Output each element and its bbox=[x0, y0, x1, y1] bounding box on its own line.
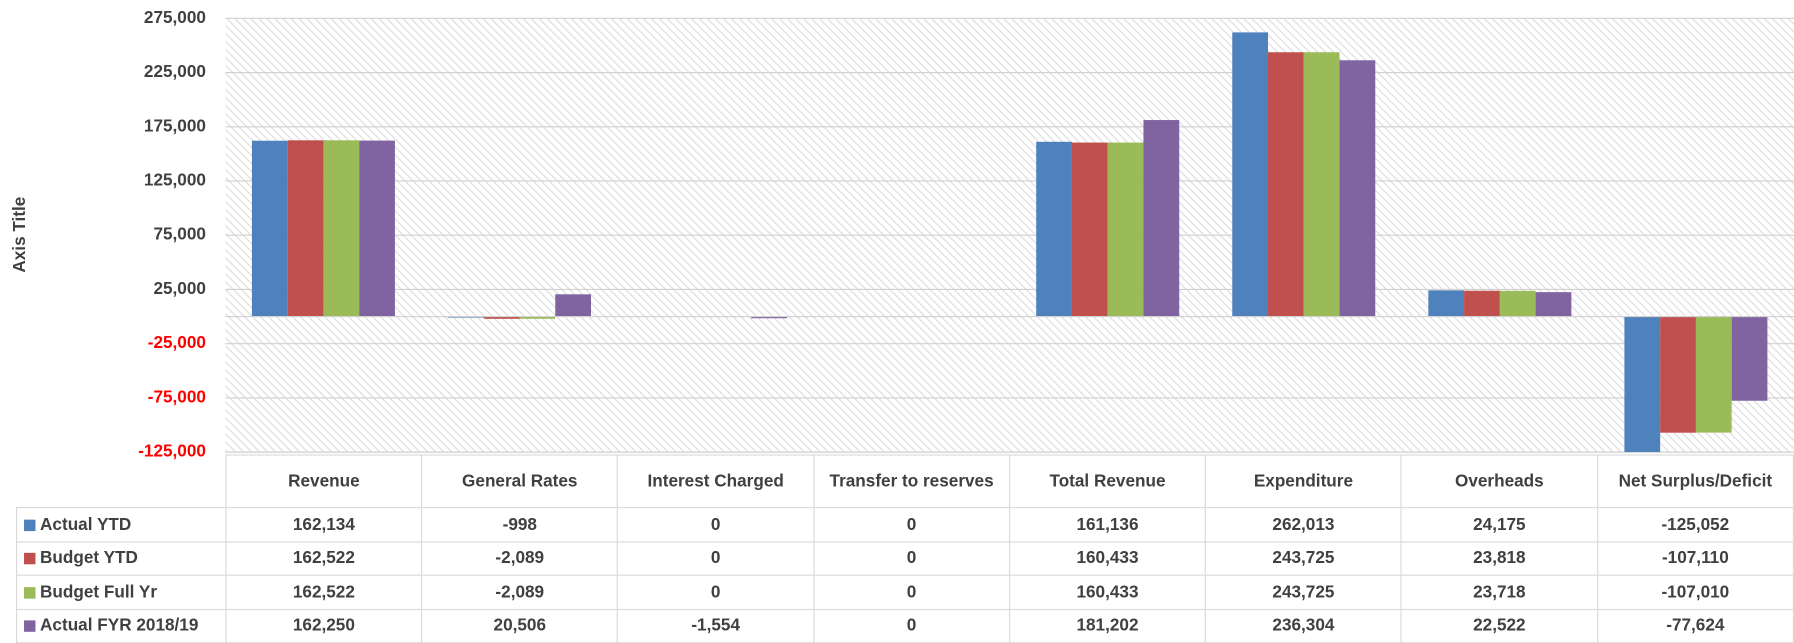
y-tick-label: 125,000 bbox=[144, 170, 206, 190]
legend-label: Budget Full Yr bbox=[40, 582, 157, 601]
data-label: 236,304 bbox=[1205, 609, 1401, 643]
y-tick-label: 75,000 bbox=[153, 224, 205, 244]
bar bbox=[1268, 52, 1304, 316]
data-label: 243,725 bbox=[1205, 575, 1401, 609]
data-label: 0 bbox=[814, 609, 1010, 643]
y-tick-label: -75,000 bbox=[148, 386, 206, 406]
y-tick-label: 225,000 bbox=[144, 61, 206, 81]
legend-key bbox=[24, 621, 35, 632]
data-label: -77,624 bbox=[1597, 609, 1793, 643]
data-label: 162,522 bbox=[226, 541, 422, 575]
data-label: 22,522 bbox=[1401, 609, 1597, 643]
bar bbox=[1232, 32, 1268, 316]
legend-label: Budget YTD bbox=[40, 549, 138, 568]
data-label: -998 bbox=[422, 508, 618, 542]
table-corner bbox=[17, 455, 226, 508]
bar bbox=[1464, 291, 1500, 317]
data-label: 160,433 bbox=[1010, 575, 1206, 609]
legend-label: Actual YTD bbox=[40, 515, 131, 534]
data-label: 262,013 bbox=[1205, 508, 1401, 542]
bar bbox=[1428, 290, 1464, 316]
x-tick-label: Revenue bbox=[226, 455, 422, 508]
data-label: 0 bbox=[814, 508, 1010, 542]
x-tick-label: Total Revenue bbox=[1010, 455, 1206, 508]
bar bbox=[1500, 291, 1536, 317]
bar bbox=[1108, 143, 1144, 317]
bar bbox=[1072, 143, 1108, 317]
data-label: 162,250 bbox=[226, 609, 422, 643]
data-label: 160,433 bbox=[1010, 541, 1206, 575]
legend-entry: Actual FYR 2018/19 bbox=[17, 609, 226, 643]
bar bbox=[1143, 120, 1179, 317]
data-label: -2,089 bbox=[422, 575, 618, 609]
bar bbox=[359, 141, 395, 317]
data-label: 23,818 bbox=[1401, 541, 1597, 575]
data-label: 0 bbox=[618, 575, 814, 609]
data-label: 181,202 bbox=[1010, 609, 1206, 643]
x-tick-label: Transfer to reserves bbox=[814, 455, 1010, 508]
data-label: -125,052 bbox=[1597, 508, 1793, 542]
bar bbox=[1304, 52, 1340, 316]
legend-entry: Actual YTD bbox=[17, 508, 226, 542]
data-label: 24,175 bbox=[1401, 508, 1597, 542]
legend-entry: Budget YTD bbox=[17, 541, 226, 575]
y-tick-label: 275,000 bbox=[144, 7, 206, 27]
bar bbox=[555, 294, 591, 316]
legend-key bbox=[24, 553, 35, 564]
bar bbox=[288, 140, 324, 316]
data-label: 0 bbox=[814, 541, 1010, 575]
data-label: -107,010 bbox=[1597, 575, 1793, 609]
bar bbox=[252, 141, 288, 317]
data-label: 162,522 bbox=[226, 575, 422, 609]
legend-entry: Budget Full Yr bbox=[17, 575, 226, 609]
x-tick-label: General Rates bbox=[422, 455, 618, 508]
x-tick-label: Net Surplus/Deficit bbox=[1597, 455, 1793, 508]
legend-key bbox=[24, 587, 35, 598]
bar bbox=[1696, 317, 1732, 433]
y-tick-label: -25,000 bbox=[148, 332, 206, 352]
bar bbox=[1340, 60, 1376, 316]
y-axis-title: Axis Title bbox=[9, 197, 29, 273]
data-label: 0 bbox=[618, 508, 814, 542]
data-label: -107,110 bbox=[1597, 541, 1793, 575]
data-label: -2,089 bbox=[422, 541, 618, 575]
data-label: 243,725 bbox=[1205, 541, 1401, 575]
bar bbox=[1036, 142, 1072, 317]
data-label: 0 bbox=[618, 541, 814, 575]
y-tick-label: 175,000 bbox=[144, 115, 206, 135]
data-label: 162,134 bbox=[226, 508, 422, 542]
data-label: 0 bbox=[814, 575, 1010, 609]
legend-label: Actual FYR 2018/19 bbox=[40, 616, 198, 635]
data-label: -1,554 bbox=[618, 609, 814, 643]
x-tick-label: Interest Charged bbox=[618, 455, 814, 508]
x-tick-label: Expenditure bbox=[1205, 455, 1401, 508]
bar bbox=[1536, 292, 1572, 316]
data-label: 20,506 bbox=[422, 609, 618, 643]
bar bbox=[1732, 317, 1768, 401]
bar bbox=[1660, 317, 1696, 433]
bar bbox=[1624, 317, 1660, 453]
data-label: 161,136 bbox=[1010, 508, 1206, 542]
legend-key bbox=[24, 519, 35, 530]
data-label: 23,718 bbox=[1401, 575, 1597, 609]
bar bbox=[323, 140, 359, 316]
x-tick-label: Overheads bbox=[1401, 455, 1597, 508]
y-tick-label: 25,000 bbox=[153, 278, 205, 298]
